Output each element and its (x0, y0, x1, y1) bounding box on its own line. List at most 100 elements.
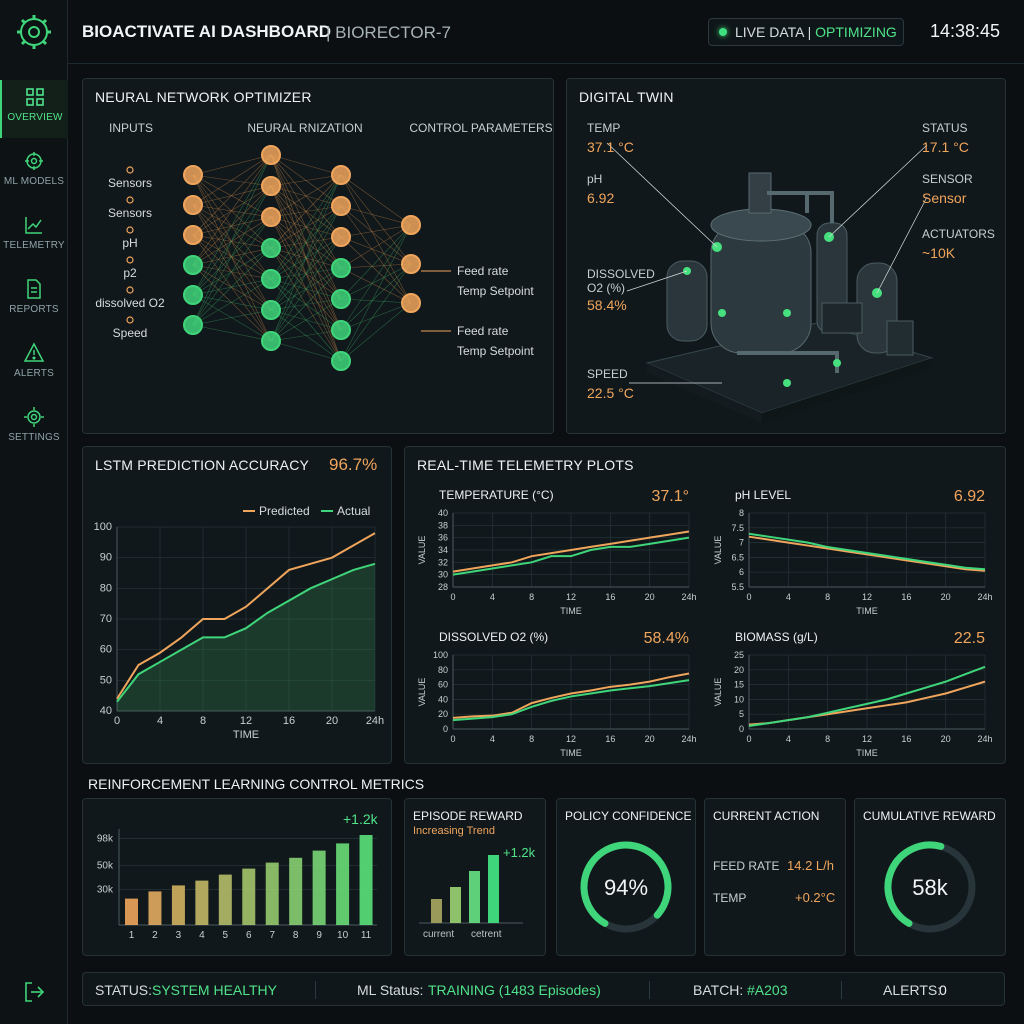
nn-connection (270, 174, 342, 249)
nn-node (183, 315, 203, 335)
twin-ph-value: 6.92 (587, 190, 615, 206)
x-tick-label: 16 (605, 734, 615, 744)
rl-bars-delta: +1.2k (343, 811, 378, 827)
nn-connection (192, 204, 272, 249)
nn-output-label: Temp Setpoint (457, 344, 534, 358)
x-axis-label: TIME (856, 606, 878, 616)
x-tick-label: 0 (450, 734, 455, 744)
chart-title: TEMPERATURE (°C) (439, 488, 554, 502)
footer-batch-label: BATCH: (693, 982, 744, 998)
x-tick-label: 12 (862, 592, 872, 602)
action-temp-label: TEMP (713, 891, 747, 905)
series-line (116, 532, 376, 700)
y-tick-label: 80 (100, 582, 112, 594)
reward-bar (148, 891, 162, 925)
nn-connection (192, 154, 272, 206)
cumulative-title: CUMULATIVE REWARD (863, 809, 996, 823)
chart-title: DISSOLVED O2 (%) (439, 630, 548, 644)
nn-connection (340, 224, 412, 331)
sidebar: OVERVIEW ML MODELS TELEMETRY REPORTS ALE… (0, 0, 68, 1024)
document-icon (27, 279, 41, 299)
chart-icon (25, 217, 42, 234)
x-tick-label: 6 (246, 930, 252, 941)
nn-connection (192, 234, 272, 342)
nn-connection (270, 174, 342, 311)
logo-gear-icon (17, 15, 51, 49)
chart-title: BIOMASS (g/L) (735, 630, 818, 644)
x-tick-label: 2 (152, 930, 158, 941)
sensor-icon (126, 286, 134, 294)
episode-reward-subtitle: Increasing Trend (413, 825, 495, 837)
episode-reward-delta: +1.2k (503, 845, 536, 860)
x-tick-label: 0 (746, 592, 751, 602)
footer-ml-value: TRAINING (1483 Episodes) (428, 982, 601, 998)
nn-connection (192, 154, 272, 176)
episode-x-label: current (423, 929, 455, 940)
twin-temp-label: TEMP (587, 121, 621, 135)
live-status-badge[interactable]: LIVE DATA | OPTIMIZING (708, 18, 904, 46)
x-tick-label: 8 (825, 734, 830, 744)
cumulative-reward-gauge: 58k (884, 841, 976, 933)
nn-connection (192, 204, 272, 218)
biomass-chart: BIOMASS (g/L) 22.5 0 4 8 12 16 20 24h 0 5 10 15 20 25 T… (713, 630, 993, 758)
y-tick-label: 34 (438, 545, 448, 555)
x-tick-label: 4 (490, 734, 495, 744)
nn-connection (340, 174, 412, 304)
nn-connection (192, 216, 272, 236)
logout-icon[interactable] (22, 980, 46, 1004)
nn-node (183, 255, 203, 275)
reward-bar (171, 885, 185, 925)
x-tick-label: 24h (977, 592, 992, 602)
nn-connection (340, 236, 412, 265)
y-tick-label: 20 (734, 665, 744, 675)
nn-input-label: Speed (113, 326, 148, 340)
nn-connection (340, 298, 412, 304)
sidebar-item-alerts[interactable]: ALERTS (0, 336, 68, 394)
x-tick-label: 4 (199, 930, 205, 941)
nn-connection (192, 204, 272, 280)
page-title: BIOACTIVATE AI DASHBOARD (82, 22, 332, 41)
nn-connection (192, 174, 272, 187)
nn-connection (340, 205, 412, 226)
x-axis-label: TIME (233, 729, 259, 741)
reward-bar (336, 843, 350, 925)
feed-rate-value: 14.2 L/h (787, 858, 834, 873)
x-tick-label: 3 (176, 930, 182, 941)
nn-connection (340, 174, 412, 226)
nn-connection (192, 154, 272, 326)
twin-speed-value: 22.5 °C (587, 385, 634, 401)
nn-connection (192, 204, 272, 342)
ph-chart: pH LEVEL 6.92 0 4 8 12 16 20 24h 5.5 6 6.5 7 7.5 8 TIME… (713, 488, 993, 616)
nn-connection (270, 174, 342, 280)
cumulative-gauge-arc (884, 841, 945, 927)
nn-connection (192, 154, 272, 236)
nn-connection (270, 298, 342, 342)
sensor-icon (126, 256, 134, 264)
nn-node (401, 293, 421, 313)
grid-icon (26, 88, 44, 106)
page-subtitle: | BIORECTOR-7 (326, 23, 452, 42)
nn-output-label: Feed rate (457, 264, 509, 278)
x-tick-label: 16 (901, 592, 911, 602)
x-tick-label: 16 (283, 715, 295, 727)
x-tick-label: 16 (901, 734, 911, 744)
panel-title: LSTM PREDICTION ACCURACY (95, 457, 310, 473)
x-tick-label: 8 (825, 592, 830, 602)
sidebar-item-overview[interactable]: OVERVIEW (0, 80, 68, 138)
nn-node (183, 225, 203, 245)
sidebar-item-settings[interactable]: SETTINGS (0, 400, 68, 458)
sidebar-item-ml-models[interactable]: ML MODELS (0, 144, 68, 202)
reward-bar (195, 880, 209, 925)
footer-alerts-label: ALERTS: (883, 982, 942, 998)
series-line (748, 665, 986, 728)
telemetry-panel: REAL-TIME TELEMETRY PLOTS TEMPERATURE (°… (404, 446, 1006, 764)
nn-connection (192, 294, 272, 342)
nn-node (261, 300, 281, 320)
nn-input-label: dissolved O2 (95, 296, 165, 310)
nn-connection (192, 216, 272, 326)
rl-section-title: REINFORCEMENT LEARNING CONTROL METRICS (88, 776, 425, 792)
nn-connection (270, 174, 342, 218)
sidebar-item-telemetry[interactable]: TELEMETRY (0, 208, 68, 266)
series-line (116, 562, 376, 703)
sidebar-item-reports[interactable]: REPORTS (0, 272, 68, 330)
